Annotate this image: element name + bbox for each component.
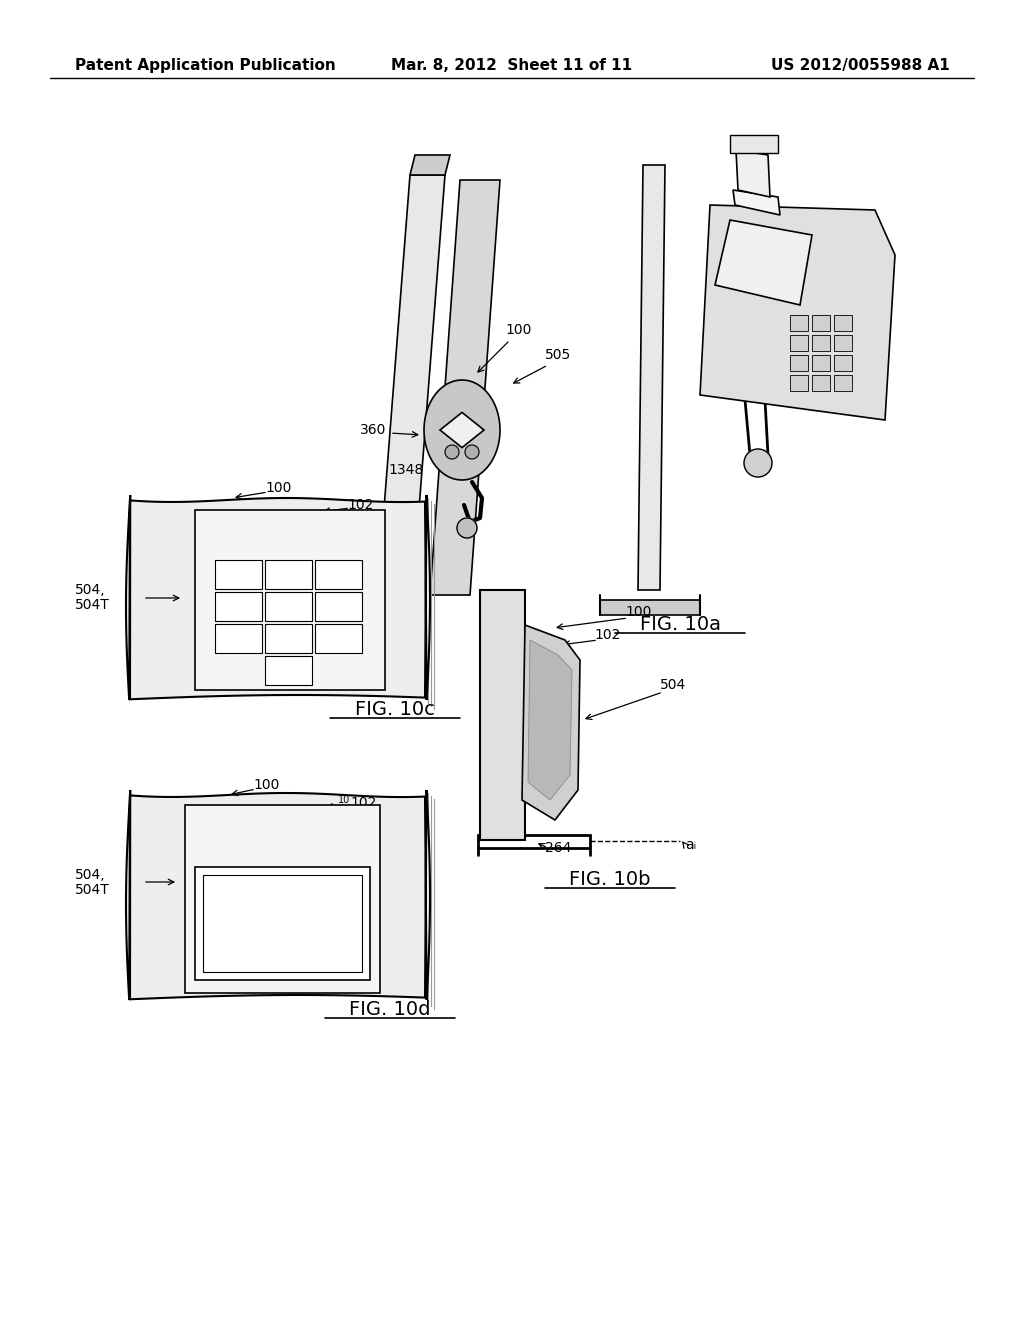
Bar xyxy=(834,335,852,351)
Text: 102: 102 xyxy=(594,628,621,642)
Bar xyxy=(790,335,808,351)
Bar xyxy=(315,591,362,620)
Text: 102: 102 xyxy=(347,498,374,512)
Bar xyxy=(195,867,370,979)
Text: FIG. 10a: FIG. 10a xyxy=(640,615,721,634)
Bar xyxy=(265,591,312,620)
Text: 1: 1 xyxy=(234,565,242,578)
Text: 0: 0 xyxy=(284,661,292,675)
Bar xyxy=(480,590,525,840)
Polygon shape xyxy=(126,495,430,700)
Bar xyxy=(265,656,312,685)
Text: 360: 360 xyxy=(360,422,386,437)
Bar xyxy=(215,560,262,589)
Circle shape xyxy=(457,517,477,539)
Text: 100: 100 xyxy=(253,777,280,792)
Polygon shape xyxy=(440,412,484,447)
Circle shape xyxy=(445,445,459,459)
Polygon shape xyxy=(700,205,895,420)
Text: 8: 8 xyxy=(284,630,292,643)
Polygon shape xyxy=(736,150,770,197)
Text: 4: 4 xyxy=(234,598,242,610)
Text: FIG. 10c: FIG. 10c xyxy=(355,700,435,719)
Bar xyxy=(185,805,380,993)
Text: 7: 7 xyxy=(234,630,242,643)
Polygon shape xyxy=(733,190,780,215)
Text: 9: 9 xyxy=(334,630,342,643)
Bar xyxy=(834,315,852,331)
Text: 504T: 504T xyxy=(75,883,110,898)
Bar xyxy=(730,135,778,153)
Bar xyxy=(790,375,808,391)
Text: 5: 5 xyxy=(284,598,292,610)
Text: 100: 100 xyxy=(265,480,292,495)
Text: 504T: 504T xyxy=(75,598,110,612)
Text: SIGNATURE: SIGNATURE xyxy=(233,840,331,854)
Text: 6: 6 xyxy=(334,598,342,610)
Text: 10: 10 xyxy=(338,795,350,805)
Text: 504: 504 xyxy=(660,678,686,692)
Text: 102: 102 xyxy=(350,796,377,810)
Text: 504,: 504, xyxy=(75,869,105,882)
Bar xyxy=(315,624,362,653)
Polygon shape xyxy=(600,601,700,615)
Text: 504,: 504, xyxy=(75,583,105,597)
Polygon shape xyxy=(715,220,812,305)
Text: 505: 505 xyxy=(545,348,571,362)
Bar xyxy=(834,355,852,371)
Bar xyxy=(215,624,262,653)
Text: ENTER: ENTER xyxy=(267,528,313,543)
Text: 1348: 1348 xyxy=(388,463,423,477)
Bar xyxy=(812,315,830,331)
Bar xyxy=(812,375,830,391)
Text: 264: 264 xyxy=(545,841,571,855)
Circle shape xyxy=(465,445,479,459)
Text: 100: 100 xyxy=(505,323,531,337)
Bar xyxy=(195,510,385,690)
Text: ENTER: ENTER xyxy=(254,822,310,838)
Bar xyxy=(834,375,852,391)
Text: FIG. 10d: FIG. 10d xyxy=(349,1001,431,1019)
Text: 2: 2 xyxy=(284,565,292,578)
Bar xyxy=(812,335,830,351)
Bar xyxy=(215,591,262,620)
Text: Mar. 8, 2012  Sheet 11 of 11: Mar. 8, 2012 Sheet 11 of 11 xyxy=(391,58,633,73)
Text: FIG. 10b: FIG. 10b xyxy=(569,870,650,888)
Polygon shape xyxy=(430,180,500,595)
Polygon shape xyxy=(522,624,580,820)
Bar xyxy=(790,315,808,331)
Bar xyxy=(265,624,312,653)
Text: 100: 100 xyxy=(625,605,651,619)
Polygon shape xyxy=(424,380,500,480)
Circle shape xyxy=(744,449,772,477)
Polygon shape xyxy=(638,165,665,590)
Text: US 2012/0055988 A1: US 2012/0055988 A1 xyxy=(771,58,950,73)
Text: aᵢ: aᵢ xyxy=(685,838,696,851)
Text: 3: 3 xyxy=(334,565,342,578)
Text: PIN: PIN xyxy=(279,543,301,556)
Bar xyxy=(265,560,312,589)
Text: Patent Application Publication: Patent Application Publication xyxy=(75,58,336,73)
Polygon shape xyxy=(126,789,430,1001)
Polygon shape xyxy=(410,154,450,176)
Bar xyxy=(790,355,808,371)
Bar xyxy=(203,875,362,972)
Polygon shape xyxy=(380,176,445,560)
Polygon shape xyxy=(528,640,572,800)
Bar xyxy=(812,355,830,371)
Bar xyxy=(315,560,362,589)
